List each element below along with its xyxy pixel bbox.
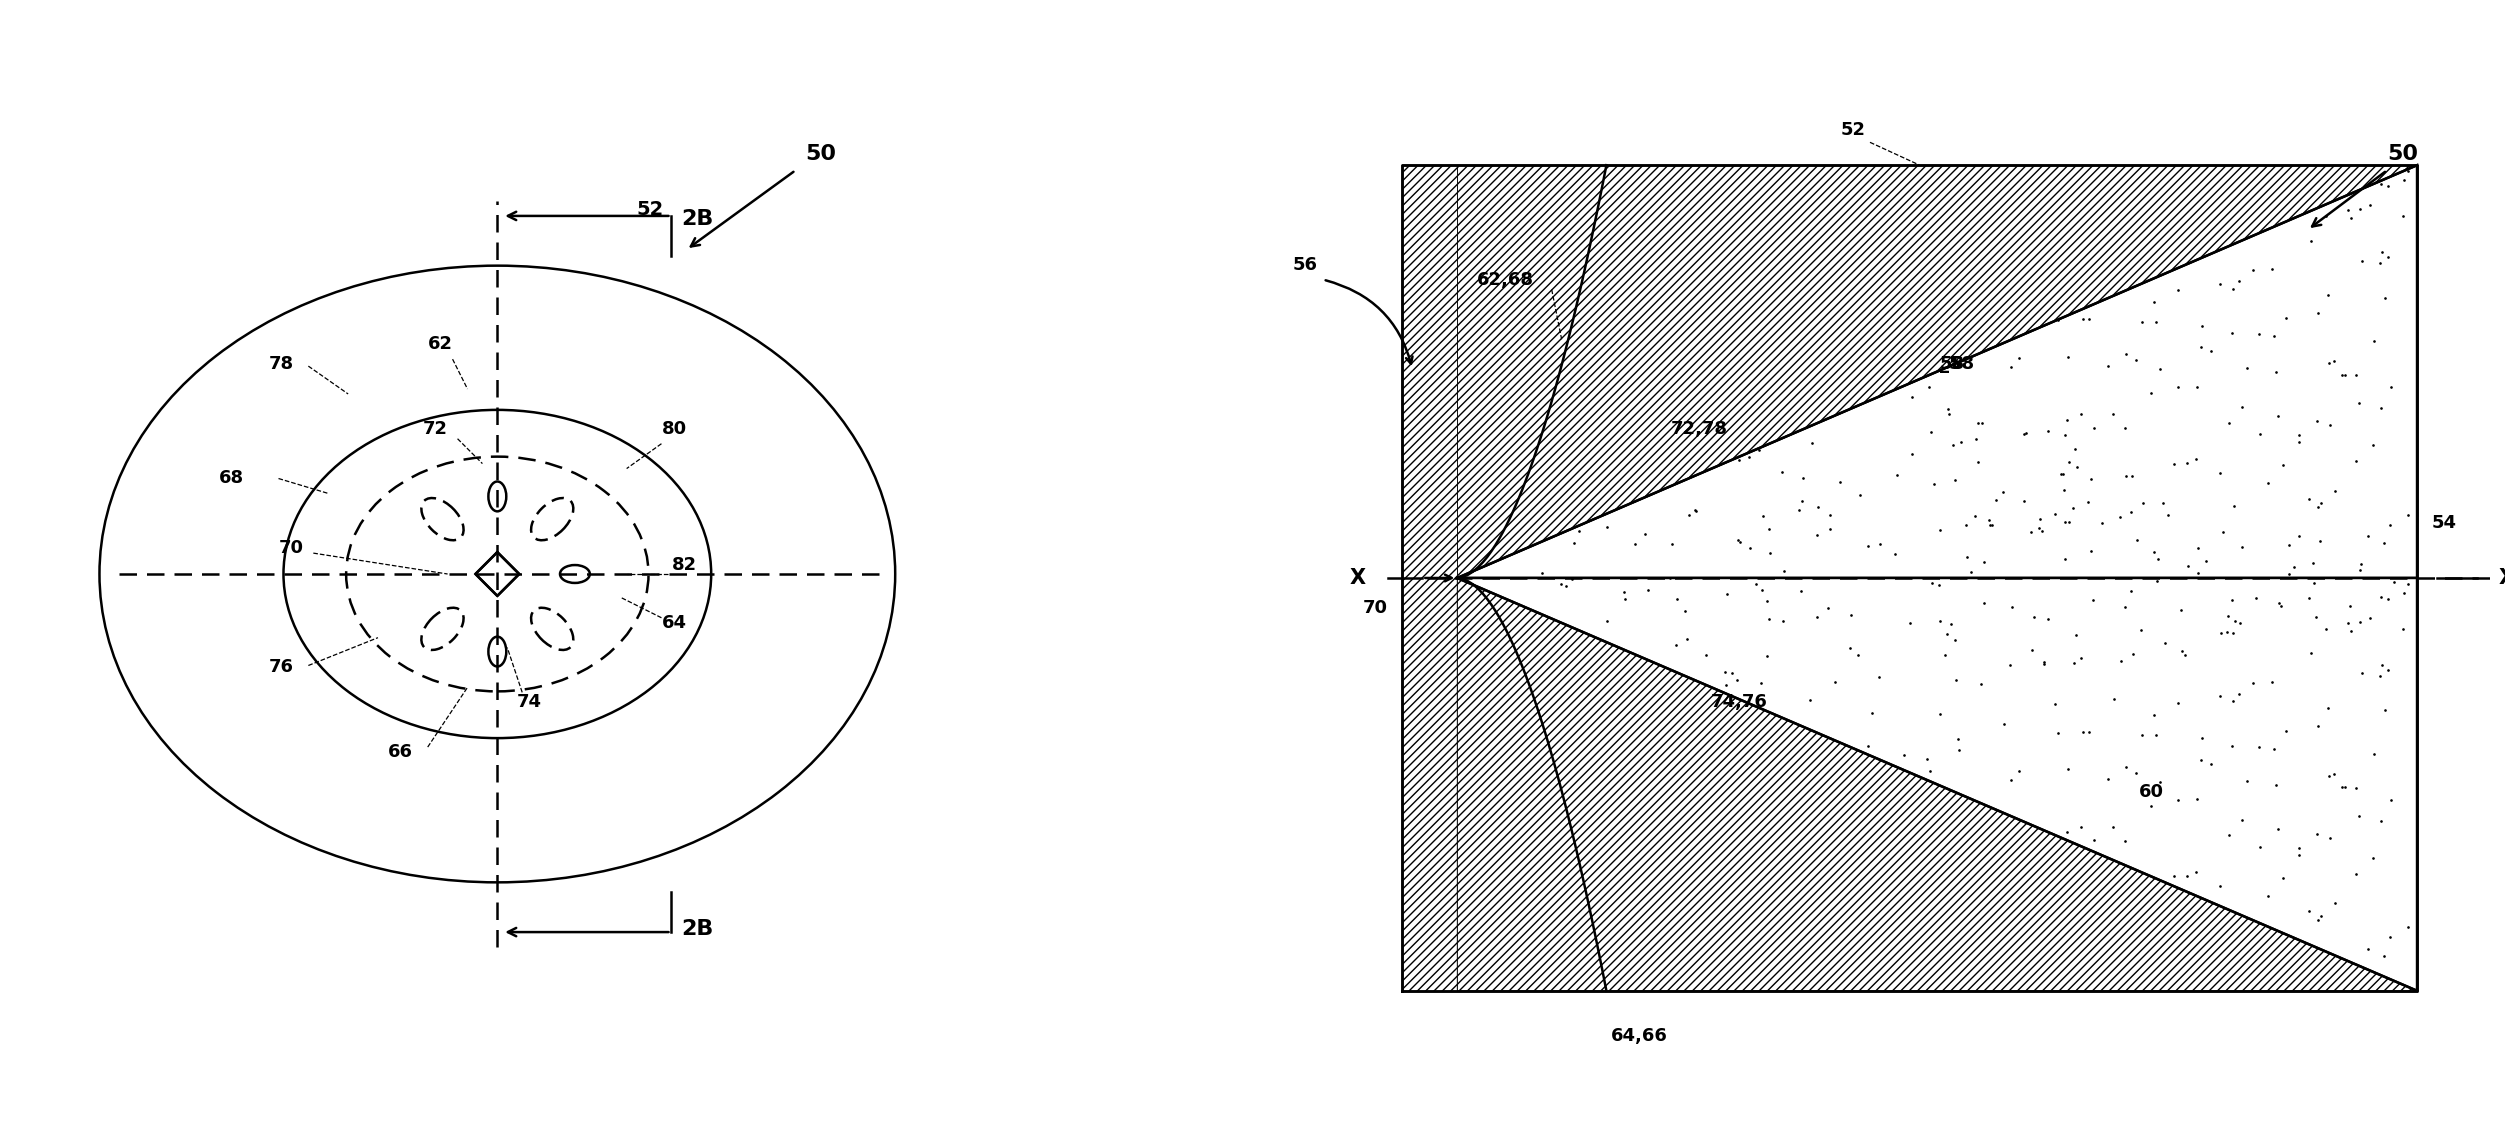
Text: 58: 58 <box>1939 355 1964 373</box>
Text: 70: 70 <box>1363 599 1388 616</box>
Text: 82: 82 <box>671 556 696 574</box>
Text: 50: 50 <box>2387 145 2417 164</box>
Text: 56: 56 <box>1293 256 1318 273</box>
Text: 2B: 2B <box>681 920 714 939</box>
Text: 80: 80 <box>661 420 686 437</box>
Polygon shape <box>1458 577 2417 991</box>
Text: 60: 60 <box>2139 783 2164 801</box>
Text: 72: 72 <box>423 420 448 437</box>
Text: 62,68: 62,68 <box>1478 271 1533 288</box>
Text: 64,66: 64,66 <box>1611 1026 1668 1045</box>
Polygon shape <box>1458 165 2417 577</box>
Text: 76: 76 <box>268 659 293 676</box>
Text: 66: 66 <box>388 743 413 761</box>
Text: X: X <box>1350 568 1365 588</box>
Text: 70: 70 <box>278 540 303 557</box>
Text: 62: 62 <box>428 335 453 354</box>
Text: 72,78: 72,78 <box>1671 420 1728 437</box>
Text: 2B: 2B <box>681 209 714 228</box>
Text: 50: 50 <box>807 145 837 164</box>
Text: 64: 64 <box>661 614 686 631</box>
Text: X: X <box>2497 568 2505 588</box>
Text: 74: 74 <box>516 693 541 712</box>
Text: 52: 52 <box>1841 122 1866 139</box>
Text: 74,76: 74,76 <box>1711 693 1769 712</box>
Text: 78: 78 <box>268 355 293 373</box>
Text: 68: 68 <box>218 470 243 488</box>
Text: 52: 52 <box>636 200 664 219</box>
Polygon shape <box>476 552 519 596</box>
Text: _58: _58 <box>1939 355 1974 373</box>
Text: 54: 54 <box>2432 514 2457 533</box>
